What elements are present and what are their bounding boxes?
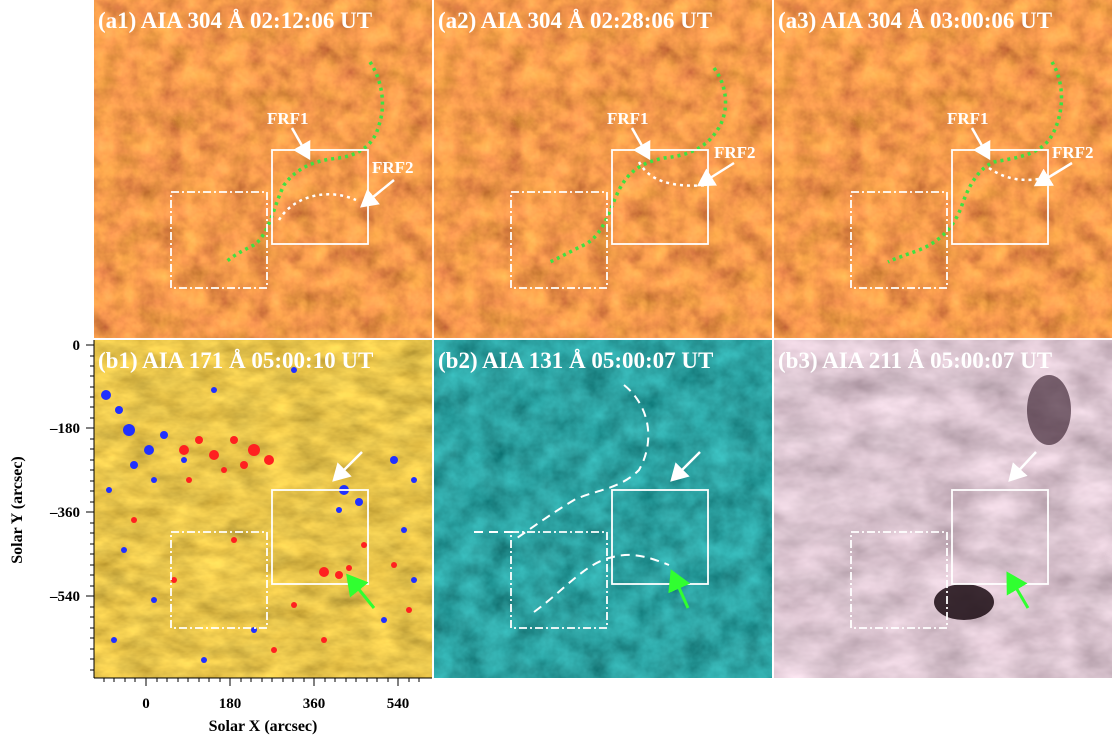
arrow-green (346, 573, 376, 609)
y-axis: 0 –180 –360 –540 Solar Y (arcsec) (9, 338, 95, 678)
positive-polarity-contours (131, 436, 412, 653)
panel-title: (a1) AIA 304 Å 02:12:06 UT (98, 8, 373, 33)
y-tick-label: 0 (73, 338, 81, 354)
aia304-image (94, 0, 432, 338)
panel-title: (a2) AIA 304 Å 02:28:06 UT (438, 8, 713, 33)
panel-a2: FRF1 FRF2 (a2) AIA 304 Å 02:28:06 UT (434, 0, 772, 338)
label-frf2: FRF2 (1052, 143, 1094, 162)
arrow-green (668, 569, 691, 609)
panel-title: (b2) AIA 131 Å 05:00:07 UT (438, 348, 714, 373)
panel-title: (b1) AIA 171 Å 05:00:10 UT (98, 348, 374, 373)
aia131-image (434, 340, 772, 678)
arrow-white (1008, 451, 1037, 482)
label-frf2: FRF2 (372, 158, 414, 177)
arrow-white (332, 451, 363, 482)
arrow-frf2 (696, 161, 735, 187)
region-box (951, 489, 1049, 585)
overlay-a1: FRF1 FRF2 (170, 61, 414, 289)
region-box (271, 489, 369, 585)
reference-box (850, 191, 948, 289)
loop-trace-lower (533, 553, 670, 613)
y-tick-label: –540 (49, 589, 80, 605)
x-tick-label: 540 (387, 696, 410, 712)
region-box (611, 149, 709, 245)
overlay-a3: FRF1 FRF2 (850, 61, 1094, 289)
x-axis: 0 180 360 540 Solar X (arcsec) (94, 677, 432, 735)
aia211-image (774, 340, 1112, 678)
overlay-b2 (474, 384, 709, 629)
y-axis-title: Solar Y (arcsec) (9, 456, 26, 564)
flux-rope-trace (277, 193, 357, 221)
x-axis-title: Solar X (arcsec) (209, 718, 318, 735)
panel-a1: FRF1 FRF2 (a1) AIA 304 Å 02:12:06 UT (94, 0, 432, 338)
arrow-frf1 (970, 127, 991, 161)
region-box (951, 149, 1049, 245)
y-tick-label: –360 (49, 505, 80, 521)
x-tick-label: 360 (303, 696, 326, 712)
arrow-white (670, 451, 701, 482)
arrow-frf2 (1033, 161, 1073, 187)
overlay-a2: FRF1 FRF2 (510, 66, 756, 289)
label-frf1: FRF1 (947, 109, 989, 128)
panel-title: (a3) AIA 304 Å 03:00:06 UT (778, 8, 1053, 33)
arrow-frf1 (630, 127, 651, 161)
overlay-b1 (101, 367, 417, 663)
reference-box (850, 531, 948, 629)
panel-b3: (b3) AIA 211 Å 05:00:07 UT (774, 340, 1112, 678)
y-tick-label: –180 (49, 421, 80, 437)
x-tick-label: 180 (219, 696, 242, 712)
arrow-frf2 (360, 179, 395, 208)
filament-trace (549, 66, 728, 264)
flux-rope-trace (988, 166, 1047, 182)
arrow-frf1 (290, 127, 311, 161)
x-tick-label: 0 (142, 696, 150, 712)
panel-a3: FRF1 FRF2 (a3) AIA 304 Å 03:00:06 UT (774, 0, 1112, 338)
label-frf2: FRF2 (714, 143, 756, 162)
panel-title: (b3) AIA 211 Å 05:00:07 UT (778, 348, 1053, 373)
reference-box (170, 191, 268, 289)
region-box (611, 489, 709, 585)
arrow-green (1006, 571, 1030, 609)
reference-box (170, 531, 268, 629)
aia304-image (774, 0, 1112, 338)
reference-box (510, 191, 608, 289)
label-frf1: FRF1 (607, 109, 649, 128)
label-frf1: FRF1 (267, 109, 309, 128)
panel-b2: (b2) AIA 131 Å 05:00:07 UT (434, 340, 772, 678)
aia171-image (94, 340, 432, 678)
filament-trace (224, 61, 385, 264)
filament-trace (887, 61, 1064, 264)
panel-b1: (b1) AIA 171 Å 05:00:10 UT (94, 340, 432, 678)
reference-box (510, 531, 608, 629)
loop-trace-upper (513, 384, 650, 541)
overlay-b3 (850, 451, 1049, 629)
